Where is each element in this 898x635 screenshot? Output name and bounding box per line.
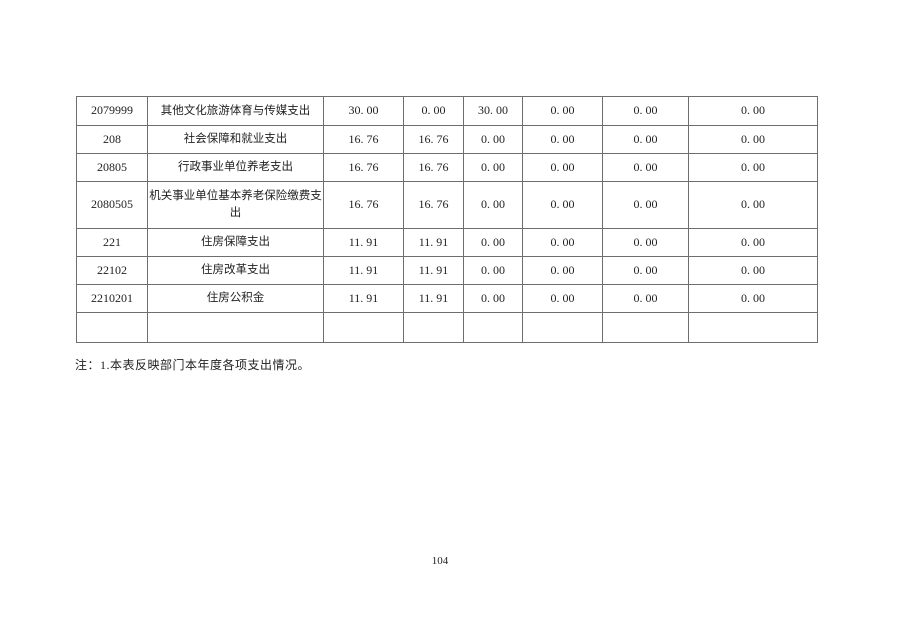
value-cell: 0. 00 [688, 153, 818, 182]
value-cell: 0. 00 [688, 284, 818, 313]
table-row-empty [76, 312, 818, 343]
value-cell: 0. 00 [522, 181, 603, 229]
value-cell: 11. 91 [403, 228, 464, 257]
value-cell: 0. 00 [403, 96, 464, 126]
value-cell: 0. 00 [463, 125, 523, 154]
value-cell [522, 312, 603, 343]
value-cell [688, 312, 818, 343]
value-cell: 16. 76 [403, 153, 464, 182]
name-cell: 机关事业单位基本养老保险缴费支出 [147, 181, 324, 229]
value-cell [323, 312, 404, 343]
value-cell: 0. 00 [463, 153, 523, 182]
value-cell: 0. 00 [602, 96, 689, 126]
value-cell: 11. 91 [323, 228, 404, 257]
value-cell [403, 312, 464, 343]
name-cell: 行政事业单位养老支出 [147, 153, 324, 182]
value-cell: 16. 76 [403, 125, 464, 154]
value-cell: 0. 00 [602, 153, 689, 182]
value-cell: 0. 00 [463, 256, 523, 285]
code-cell: 221 [76, 228, 148, 257]
value-cell: 0. 00 [602, 125, 689, 154]
value-cell: 0. 00 [602, 256, 689, 285]
value-cell: 16. 76 [323, 125, 404, 154]
table-row: 2210201 住房公积金 11. 91 11. 91 0. 00 0. 00 … [76, 284, 818, 313]
table-row: 221 住房保障支出 11. 91 11. 91 0. 00 0. 00 0. … [76, 228, 818, 257]
value-cell: 0. 00 [688, 125, 818, 154]
value-cell: 0. 00 [688, 96, 818, 126]
code-cell [76, 312, 148, 343]
name-cell [147, 312, 324, 343]
value-cell [602, 312, 689, 343]
expenditure-table: 2079999 其他文化旅游体育与传媒支出 30. 00 0. 00 30. 0… [76, 96, 818, 343]
table-row: 2080505 机关事业单位基本养老保险缴费支出 16. 76 16. 76 0… [76, 181, 818, 229]
value-cell: 11. 91 [403, 284, 464, 313]
value-cell: 0. 00 [602, 228, 689, 257]
page-number: 104 [431, 555, 449, 567]
name-cell: 其他文化旅游体育与传媒支出 [147, 96, 324, 126]
value-cell: 0. 00 [522, 256, 603, 285]
value-cell: 0. 00 [688, 256, 818, 285]
name-cell: 住房改革支出 [147, 256, 324, 285]
table-row: 22102 住房改革支出 11. 91 11. 91 0. 00 0. 00 0… [76, 256, 818, 285]
value-cell: 0. 00 [602, 181, 689, 229]
value-cell: 0. 00 [602, 284, 689, 313]
value-cell: 0. 00 [522, 284, 603, 313]
table-row: 2079999 其他文化旅游体育与传媒支出 30. 00 0. 00 30. 0… [76, 96, 818, 126]
value-cell: 16. 76 [323, 181, 404, 229]
value-cell: 0. 00 [463, 181, 523, 229]
code-cell: 2079999 [76, 96, 148, 126]
code-cell: 22102 [76, 256, 148, 285]
table-note: 注：1.本表反映部门本年度各项支出情况。 [75, 358, 311, 372]
value-cell: 0. 00 [522, 153, 603, 182]
value-cell: 16. 76 [403, 181, 464, 229]
code-cell: 208 [76, 125, 148, 154]
name-cell: 住房公积金 [147, 284, 324, 313]
value-cell: 0. 00 [688, 228, 818, 257]
value-cell: 30. 00 [323, 96, 404, 126]
value-cell: 11. 91 [323, 284, 404, 313]
value-cell: 11. 91 [323, 256, 404, 285]
table-row: 20805 行政事业单位养老支出 16. 76 16. 76 0. 00 0. … [76, 153, 818, 182]
name-cell: 住房保障支出 [147, 228, 324, 257]
value-cell: 30. 00 [463, 96, 523, 126]
code-cell: 20805 [76, 153, 148, 182]
code-cell: 2210201 [76, 284, 148, 313]
code-cell: 2080505 [76, 181, 148, 229]
value-cell: 0. 00 [688, 181, 818, 229]
value-cell: 0. 00 [463, 284, 523, 313]
name-cell: 社会保障和就业支出 [147, 125, 324, 154]
value-cell: 0. 00 [522, 228, 603, 257]
value-cell: 0. 00 [463, 228, 523, 257]
value-cell: 11. 91 [403, 256, 464, 285]
value-cell: 0. 00 [522, 125, 603, 154]
value-cell: 0. 00 [522, 96, 603, 126]
value-cell: 16. 76 [323, 153, 404, 182]
table-row: 208 社会保障和就业支出 16. 76 16. 76 0. 00 0. 00 … [76, 125, 818, 154]
value-cell [463, 312, 523, 343]
